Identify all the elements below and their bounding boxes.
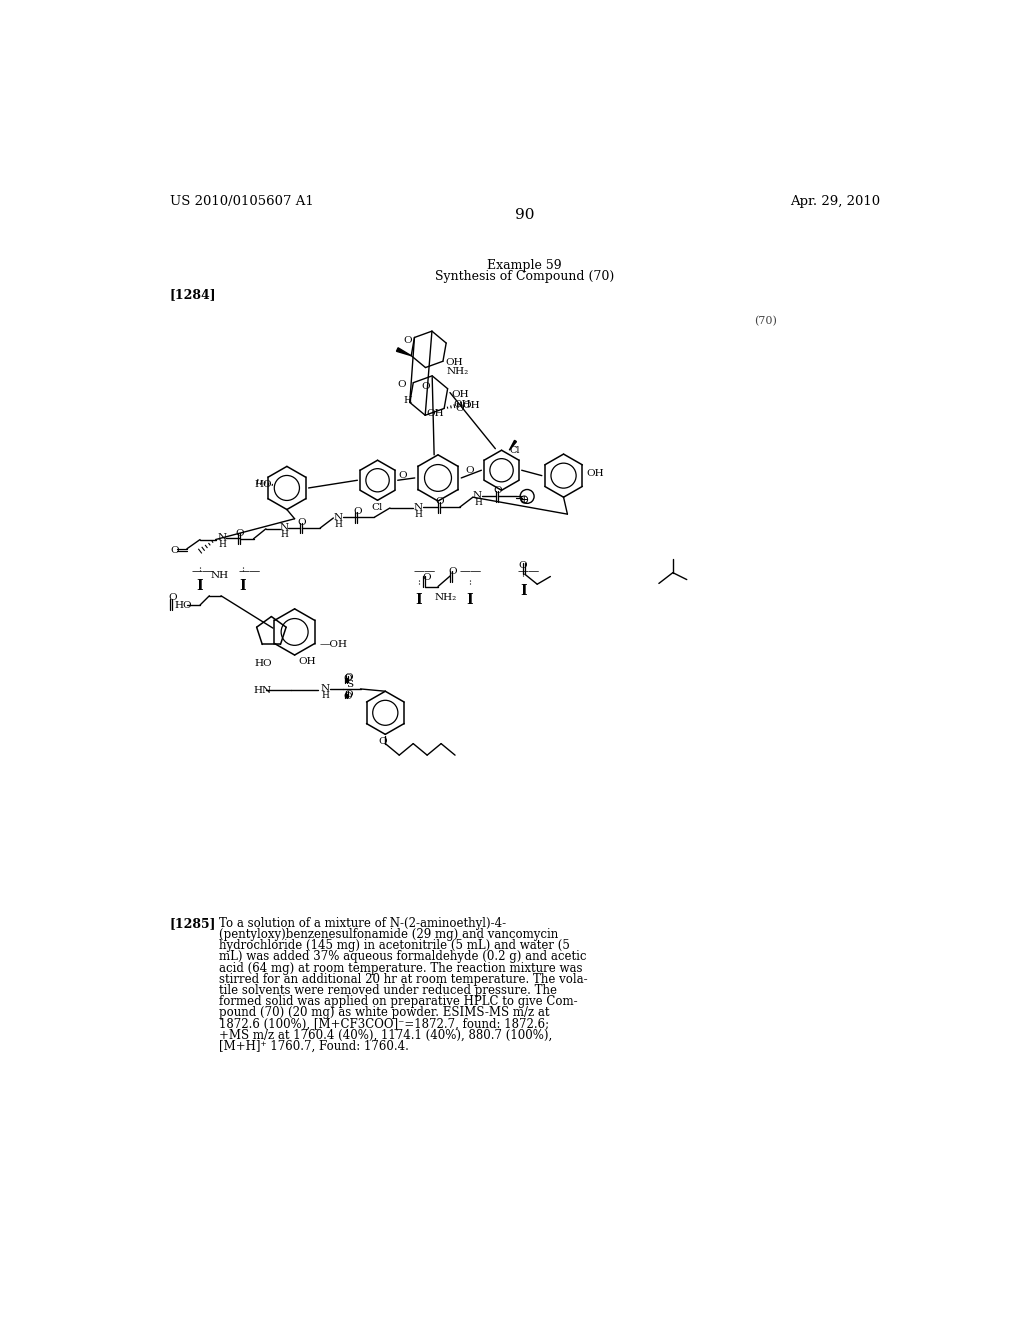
- Text: 90: 90: [515, 209, 535, 223]
- Text: O: O: [344, 689, 353, 698]
- Text: stirred for an additional 20 hr at room temperature. The vola-: stirred for an additional 20 hr at room …: [219, 973, 588, 986]
- Text: O: O: [398, 471, 408, 479]
- Text: Cl: Cl: [509, 446, 520, 454]
- Text: O: O: [397, 380, 407, 388]
- Text: 1872.6 (100%), [M+CF3COO]⁻=1872.7, found: 1872.6;: 1872.6 (100%), [M+CF3COO]⁻=1872.7, found…: [219, 1018, 550, 1031]
- Text: OH: OH: [454, 400, 471, 409]
- Polygon shape: [509, 441, 516, 450]
- Text: H: H: [219, 540, 226, 549]
- Text: O: O: [403, 337, 413, 345]
- Text: tile solvents were removed under reduced pressure. The: tile solvents were removed under reduced…: [219, 983, 557, 997]
- Text: NH₂: NH₂: [435, 593, 457, 602]
- Text: Synthesis of Compound (70): Synthesis of Compound (70): [435, 271, 614, 282]
- Polygon shape: [396, 347, 412, 355]
- Text: O: O: [423, 573, 431, 582]
- Text: O: O: [171, 545, 179, 554]
- Text: H: H: [281, 531, 289, 540]
- Text: O: O: [344, 673, 353, 681]
- Text: O: O: [298, 517, 306, 527]
- Text: [M+H]⁺ 1760.7, Found: 1760.4.: [M+H]⁺ 1760.7, Found: 1760.4.: [219, 1040, 410, 1052]
- Text: O: O: [236, 529, 245, 537]
- Text: pound (70) (20 mg) as white powder. ESIMS-MS m/z at: pound (70) (20 mg) as white powder. ESIM…: [219, 1006, 550, 1019]
- Text: ——: ——: [239, 566, 261, 577]
- Text: H: H: [403, 396, 413, 405]
- Text: NH₂: NH₂: [446, 367, 469, 376]
- Text: Example 59: Example 59: [487, 259, 562, 272]
- Text: Cl: Cl: [372, 503, 383, 512]
- Text: O: O: [435, 498, 444, 506]
- Text: N: N: [321, 684, 330, 693]
- Text: O: O: [343, 692, 352, 701]
- Text: HO: HO: [254, 659, 272, 668]
- Text: H: H: [322, 692, 330, 700]
- Text: H: H: [415, 510, 423, 519]
- Text: NH: NH: [211, 572, 229, 579]
- Text: O: O: [343, 673, 352, 682]
- Text: H: H: [474, 498, 482, 507]
- Text: I: I: [520, 585, 526, 598]
- Text: ——: ——: [460, 566, 482, 577]
- Text: —OH: —OH: [319, 640, 347, 648]
- Text: N: N: [334, 512, 342, 521]
- Text: O: O: [518, 561, 526, 570]
- Text: O: O: [353, 507, 362, 516]
- Text: OH: OH: [463, 401, 480, 411]
- Text: HO: HO: [254, 480, 272, 490]
- Text: O: O: [494, 487, 503, 495]
- Text: hydrochloride (145 mg) in acetonitrile (5 mL) and water (5: hydrochloride (145 mg) in acetonitrile (…: [219, 940, 570, 952]
- Text: I: I: [240, 578, 246, 593]
- Text: (70): (70): [755, 317, 777, 326]
- Text: OH: OH: [587, 470, 604, 478]
- Text: O: O: [449, 568, 457, 577]
- Text: ——: ——: [517, 566, 540, 577]
- Text: HO: HO: [174, 601, 193, 610]
- Text: ⊕: ⊕: [519, 494, 529, 507]
- Text: I: I: [416, 593, 422, 607]
- Text: [1285]: [1285]: [170, 917, 216, 929]
- Text: US 2010/0105607 A1: US 2010/0105607 A1: [170, 195, 313, 209]
- Text: O: O: [456, 404, 464, 413]
- Text: ——: ——: [191, 566, 214, 577]
- Text: +MS m/z at 1760.4 (40%), 1174.1 (40%), 880.7 (100%),: +MS m/z at 1760.4 (40%), 1174.1 (40%), 8…: [219, 1028, 553, 1041]
- Text: OH: OH: [452, 391, 469, 399]
- Text: OH: OH: [445, 358, 463, 367]
- Text: O: O: [466, 466, 474, 475]
- Text: mL) was added 37% aqueous formaldehyde (0.2 g) and acetic: mL) was added 37% aqueous formaldehyde (…: [219, 950, 587, 964]
- Text: OH: OH: [299, 657, 316, 667]
- Text: I: I: [467, 593, 473, 607]
- Text: N: N: [473, 491, 482, 500]
- Text: [1284]: [1284]: [170, 288, 216, 301]
- Text: N: N: [217, 533, 226, 543]
- Text: O: O: [168, 594, 177, 602]
- Text: To a solution of a mixture of N-(2-aminoethyl)-4-: To a solution of a mixture of N-(2-amino…: [219, 917, 507, 929]
- Text: OH: OH: [427, 409, 444, 418]
- Text: O: O: [378, 738, 386, 746]
- Text: O: O: [421, 381, 430, 391]
- Text: Apr. 29, 2010: Apr. 29, 2010: [790, 195, 880, 209]
- Text: acid (64 mg) at room temperature. The reaction mixture was: acid (64 mg) at room temperature. The re…: [219, 961, 583, 974]
- Text: N: N: [414, 503, 422, 512]
- Text: H: H: [335, 520, 343, 528]
- Text: (pentyloxy)benzenesulfonamide (29 mg) and vancomycin: (pentyloxy)benzenesulfonamide (29 mg) an…: [219, 928, 559, 941]
- Text: N: N: [280, 524, 288, 532]
- Text: I: I: [197, 578, 204, 593]
- Text: HN: HN: [254, 686, 271, 694]
- Text: S: S: [346, 681, 353, 689]
- Text: formed solid was applied on preparative HPLC to give Com-: formed solid was applied on preparative …: [219, 995, 579, 1008]
- Text: ——: ——: [414, 566, 435, 577]
